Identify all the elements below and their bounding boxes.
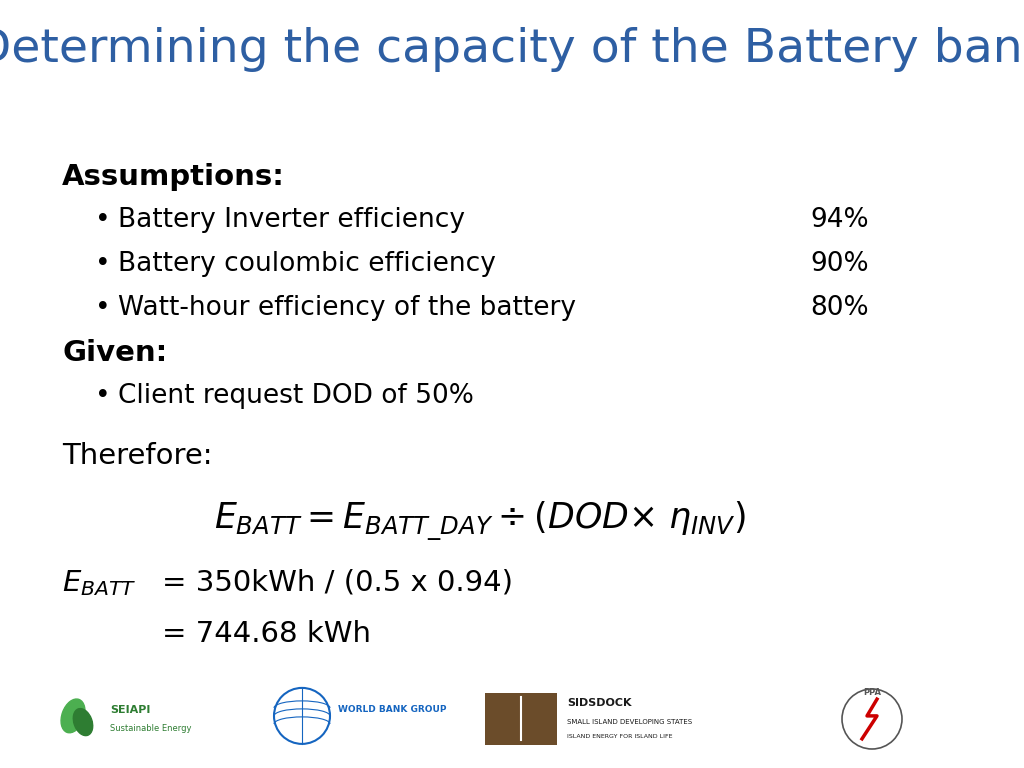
Text: Therefore:: Therefore:	[62, 442, 213, 470]
Text: = 350kWh / (0.5 x 0.94): = 350kWh / (0.5 x 0.94)	[162, 568, 513, 596]
Text: ISLAND ENERGY FOR ISLAND LIFE: ISLAND ENERGY FOR ISLAND LIFE	[567, 734, 673, 739]
Text: = 744.68 kWh: = 744.68 kWh	[162, 620, 371, 648]
Text: 90%: 90%	[810, 251, 868, 277]
Text: Assumptions:: Assumptions:	[62, 163, 285, 191]
Ellipse shape	[74, 709, 93, 736]
Text: $\mathit{E}_{\mathit{BATT}} = \mathit{E}_{\mathit{BATT\_DAY}} \div (\mathit{DOD}: $\mathit{E}_{\mathit{BATT}} = \mathit{E}…	[214, 500, 746, 544]
Text: •: •	[95, 295, 111, 321]
Text: •: •	[95, 251, 111, 277]
Text: PPA: PPA	[863, 688, 881, 697]
Text: 94%: 94%	[810, 207, 868, 233]
Text: •: •	[95, 383, 111, 409]
Text: 80%: 80%	[810, 295, 868, 321]
Ellipse shape	[61, 699, 85, 733]
Text: Battery Inverter efficiency: Battery Inverter efficiency	[118, 207, 465, 233]
Text: Determining the capacity of the Battery bank: Determining the capacity of the Battery …	[0, 28, 1024, 72]
Text: Given:: Given:	[62, 339, 167, 367]
Text: SMALL ISLAND DEVELOPING STATES: SMALL ISLAND DEVELOPING STATES	[567, 719, 692, 725]
Text: $\mathit{E}_{\mathit{BATT}}$: $\mathit{E}_{\mathit{BATT}}$	[62, 568, 136, 598]
Bar	[485, 693, 557, 745]
Text: Battery coulombic efficiency: Battery coulombic efficiency	[118, 251, 496, 277]
Text: Sustainable Energy: Sustainable Energy	[110, 723, 191, 733]
Text: SEIAPI: SEIAPI	[110, 705, 151, 715]
Text: Watt-hour efficiency of the battery: Watt-hour efficiency of the battery	[118, 295, 575, 321]
Text: Client request DOD of 50%: Client request DOD of 50%	[118, 383, 474, 409]
Text: •: •	[95, 207, 111, 233]
Text: WORLD BANK GROUP: WORLD BANK GROUP	[338, 705, 446, 714]
Text: SIDSDOCK: SIDSDOCK	[567, 699, 632, 709]
